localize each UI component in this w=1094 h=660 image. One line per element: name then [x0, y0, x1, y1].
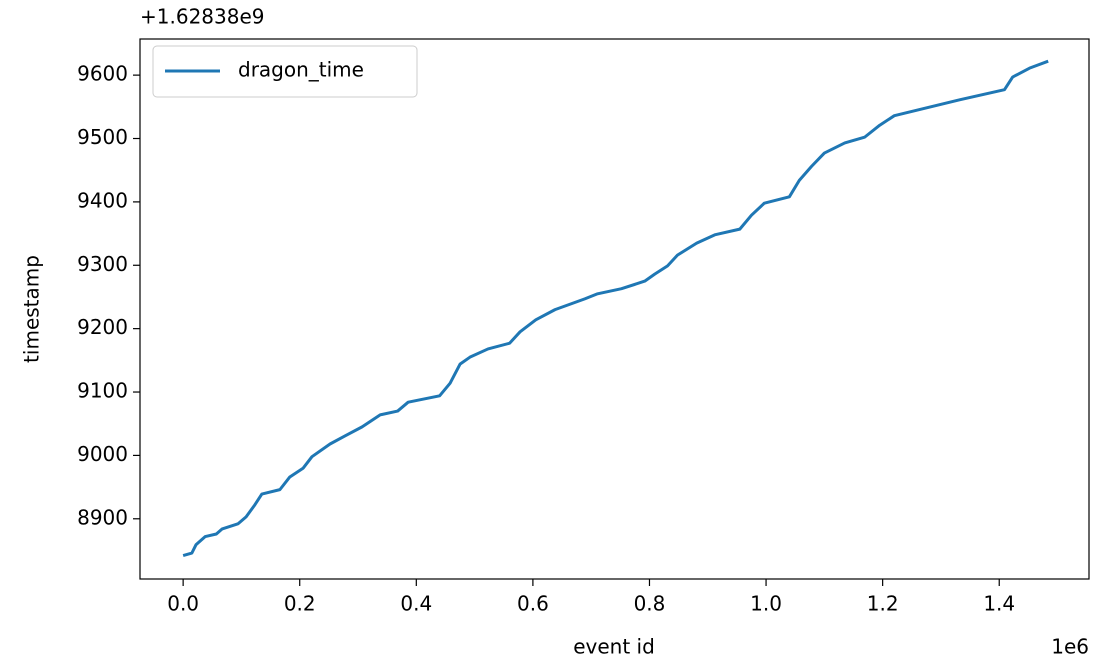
- x-tick-label: 0.6: [517, 592, 549, 616]
- y-tick-label: 9600: [77, 62, 128, 86]
- y-axis-label: timestamp: [20, 255, 44, 363]
- x-tick-label: 0.4: [400, 592, 432, 616]
- data-line: [182, 59, 1049, 557]
- x-scale-label: 1e6: [1051, 635, 1089, 659]
- y-offset-label: +1.62838e9: [140, 5, 265, 29]
- x-tick-label: 1.2: [867, 592, 899, 616]
- y-tick-label: 9300: [77, 252, 128, 276]
- x-tick-label: 0.8: [634, 592, 666, 616]
- y-tick-label: 9000: [77, 442, 128, 466]
- axes-frame: [139, 38, 1090, 580]
- x-tick-label: 1.0: [750, 592, 782, 616]
- y-tick-label: 9200: [77, 315, 128, 339]
- x-axis-label: event id: [573, 635, 655, 659]
- y-tick-label: 9100: [77, 379, 128, 403]
- y-tick-label: 9500: [77, 125, 128, 149]
- y-tick-label: 8900: [77, 505, 128, 529]
- legend-label: dragon_time: [238, 58, 364, 82]
- y-tick-label: 9400: [77, 188, 128, 212]
- legend-box: [152, 45, 418, 98]
- x-tick-label: 0.0: [167, 592, 199, 616]
- x-tick-label: 0.2: [284, 592, 316, 616]
- x-tick-label: 1.4: [983, 592, 1015, 616]
